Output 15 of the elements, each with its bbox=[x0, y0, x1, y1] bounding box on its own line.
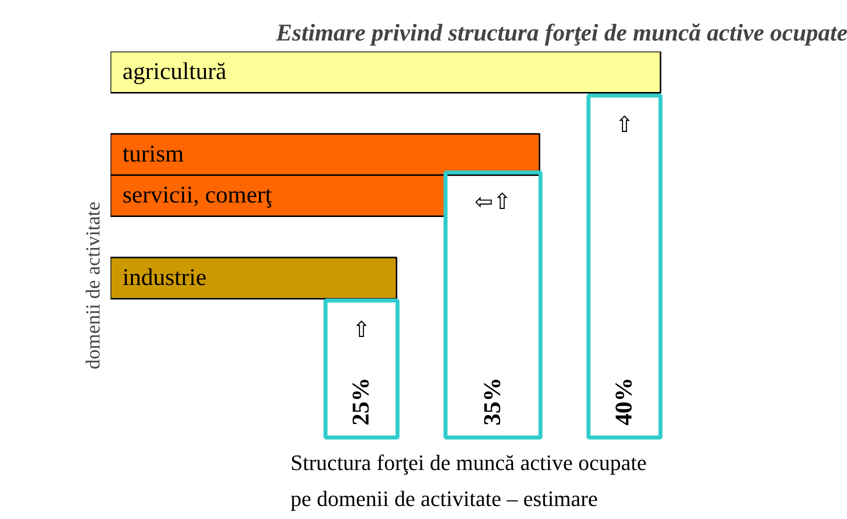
text: ⇧ bbox=[352, 318, 371, 343]
text: 35% bbox=[480, 378, 506, 426]
text: 40% bbox=[612, 378, 638, 426]
text: 25% bbox=[348, 378, 374, 426]
y-tick-label: servicii, comerţ bbox=[122, 182, 272, 209]
annotation: ⇦⇧ bbox=[474, 190, 512, 215]
y-tick-label: turism bbox=[122, 142, 184, 168]
y-axis-title: domenii de activitate bbox=[82, 202, 104, 370]
text: Structura forţei de muncă active ocupate pe domenii de activitate – estimare bbox=[290, 450, 647, 511]
chart-title: Estimare privind structura forţei de muncă active ocupate bbox=[275, 20, 847, 46]
y-tick-label: agricultură bbox=[122, 59, 227, 86]
y-tick-label: industrie bbox=[122, 265, 206, 292]
annotation: ⇧ bbox=[615, 113, 634, 138]
bar bbox=[110, 256, 398, 300]
bar bbox=[110, 52, 662, 94]
